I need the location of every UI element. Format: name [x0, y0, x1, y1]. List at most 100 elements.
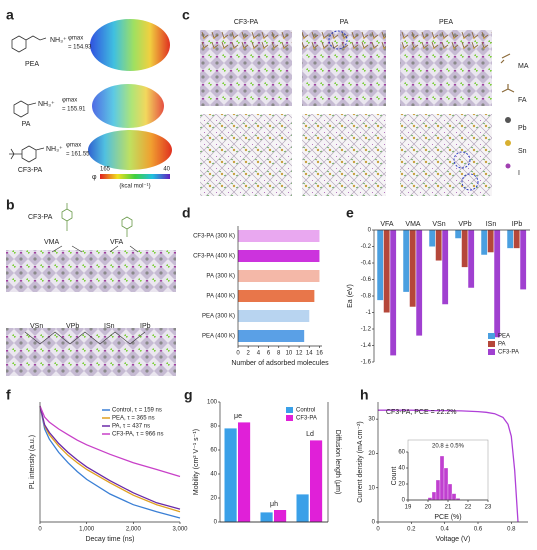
y-tick-label: PEA (400 K): [202, 334, 235, 340]
x-tick-label: 2: [247, 351, 251, 357]
panel-label: h: [360, 387, 369, 403]
bar: [520, 230, 527, 290]
y-tick-label: 30: [368, 417, 375, 423]
y-tick-label: 0: [368, 228, 372, 234]
panel-label: a: [6, 7, 14, 23]
defect-label: VPb: [66, 323, 79, 330]
y-tick-label: 60: [210, 448, 217, 454]
histogram-bar: [431, 491, 437, 501]
color-bar: [100, 174, 170, 179]
y-tick-label: PA (400 K): [206, 294, 235, 300]
x-axis-label: PCE (%): [434, 514, 461, 521]
bar: [494, 230, 501, 338]
line-series: [39, 405, 181, 478]
y-tick-label: 60: [398, 450, 405, 456]
top-view: [200, 114, 292, 196]
esp-map: [88, 130, 172, 170]
x-tick-label: 16: [316, 351, 323, 357]
y-tick-label: PEA (300 K): [202, 314, 235, 320]
legend-swatch: [488, 333, 495, 339]
x-tick-label: 14: [306, 351, 313, 357]
line-series: [378, 409, 519, 523]
defect-label: VFA: [110, 239, 124, 246]
icon-ma: [500, 53, 511, 64]
panel-label: g: [184, 387, 193, 403]
histogram-bar: [447, 483, 453, 501]
bar: [274, 510, 287, 522]
x-tick-label: 0: [236, 351, 240, 357]
y-tick-label: 40: [398, 466, 405, 472]
y-tick-label: -0.6: [361, 277, 372, 283]
esp-map: [90, 19, 170, 71]
bar: [435, 230, 442, 261]
panel-label: e: [346, 205, 354, 221]
panel-label: b: [6, 197, 15, 213]
legend-label: Control, τ = 159 ns: [112, 408, 162, 414]
legend-label: Control: [296, 408, 315, 414]
bar: [507, 230, 514, 249]
highlight: [461, 173, 479, 191]
amine-label: NH₃⁺: [38, 101, 55, 108]
colorbar-max: 165: [100, 167, 111, 173]
bar: [409, 230, 416, 307]
category-label: Ld: [306, 431, 314, 438]
histogram-bar: [443, 467, 449, 501]
annotation: CF3-PA, PCE = 22.2%: [386, 409, 456, 416]
x-tick-label: 12: [296, 351, 303, 357]
amine-label: NH₃⁺: [46, 146, 63, 153]
slab: [6, 250, 176, 292]
arrow: [24, 331, 146, 345]
y-tick-label: PA (300 K): [206, 274, 235, 280]
phi-label: φmax: [68, 36, 83, 42]
y-tick-label: 20: [368, 451, 375, 457]
molecule: [61, 203, 133, 237]
bar: [429, 230, 436, 247]
y-axis-label: Mobility (cm² V⁻¹ s⁻¹): [193, 429, 200, 495]
arrow: [51, 245, 139, 253]
x-tick-label: 19: [405, 505, 412, 511]
molecule-name: CF3-PA: [28, 214, 53, 221]
bar: [416, 230, 423, 336]
y-tick-label: 40: [210, 472, 217, 478]
y-tick-label: 20: [210, 496, 217, 502]
y-tick-label: -0.8: [361, 294, 372, 300]
y-tick-label: 20: [398, 482, 405, 488]
defect-label: IPb: [140, 323, 151, 330]
bar: [238, 250, 320, 262]
molecule-pea: [11, 35, 47, 53]
esp-map: [92, 84, 164, 128]
x-axis-label: Number of adsorbed molecules: [231, 360, 329, 367]
panel-b: [6, 203, 176, 376]
bar: [310, 440, 323, 522]
legend-label: PA: [498, 342, 506, 348]
column-title: PEA: [439, 19, 453, 26]
y-tick-label: CF3-PA (300 K): [193, 234, 235, 240]
phi-value: = 155.91: [62, 107, 86, 113]
adsorbed-layer: [200, 30, 292, 52]
highlight: [453, 151, 471, 169]
category-label: VPb: [458, 221, 471, 228]
legend-swatch: [286, 415, 293, 421]
category-label: IPb: [512, 221, 523, 228]
y-tick-label: -0.4: [361, 261, 372, 267]
category-label: VSn: [432, 221, 445, 228]
amine-label: NH₃⁺: [50, 37, 67, 44]
molecule-name: CF3-PA: [18, 167, 43, 174]
legend-swatch: [488, 341, 495, 347]
y-tick-label: 0: [372, 520, 376, 526]
top-view: [302, 114, 386, 196]
legend-label: PEA: [498, 334, 510, 340]
icon-i: [505, 163, 511, 169]
bar: [390, 230, 397, 356]
y-tick-label: -1: [366, 310, 372, 316]
panel-label: d: [182, 205, 191, 221]
legend-label: CF3-PA: [498, 350, 519, 356]
legend-swatch: [286, 407, 293, 413]
bar: [238, 310, 310, 322]
legend-label: MA: [518, 63, 529, 70]
y-tick-label: -1.6: [361, 360, 372, 366]
histogram-bar: [439, 455, 445, 501]
y2-axis-label: Diffusion length (μm): [334, 430, 341, 495]
colorbar-min: 40: [163, 167, 170, 173]
